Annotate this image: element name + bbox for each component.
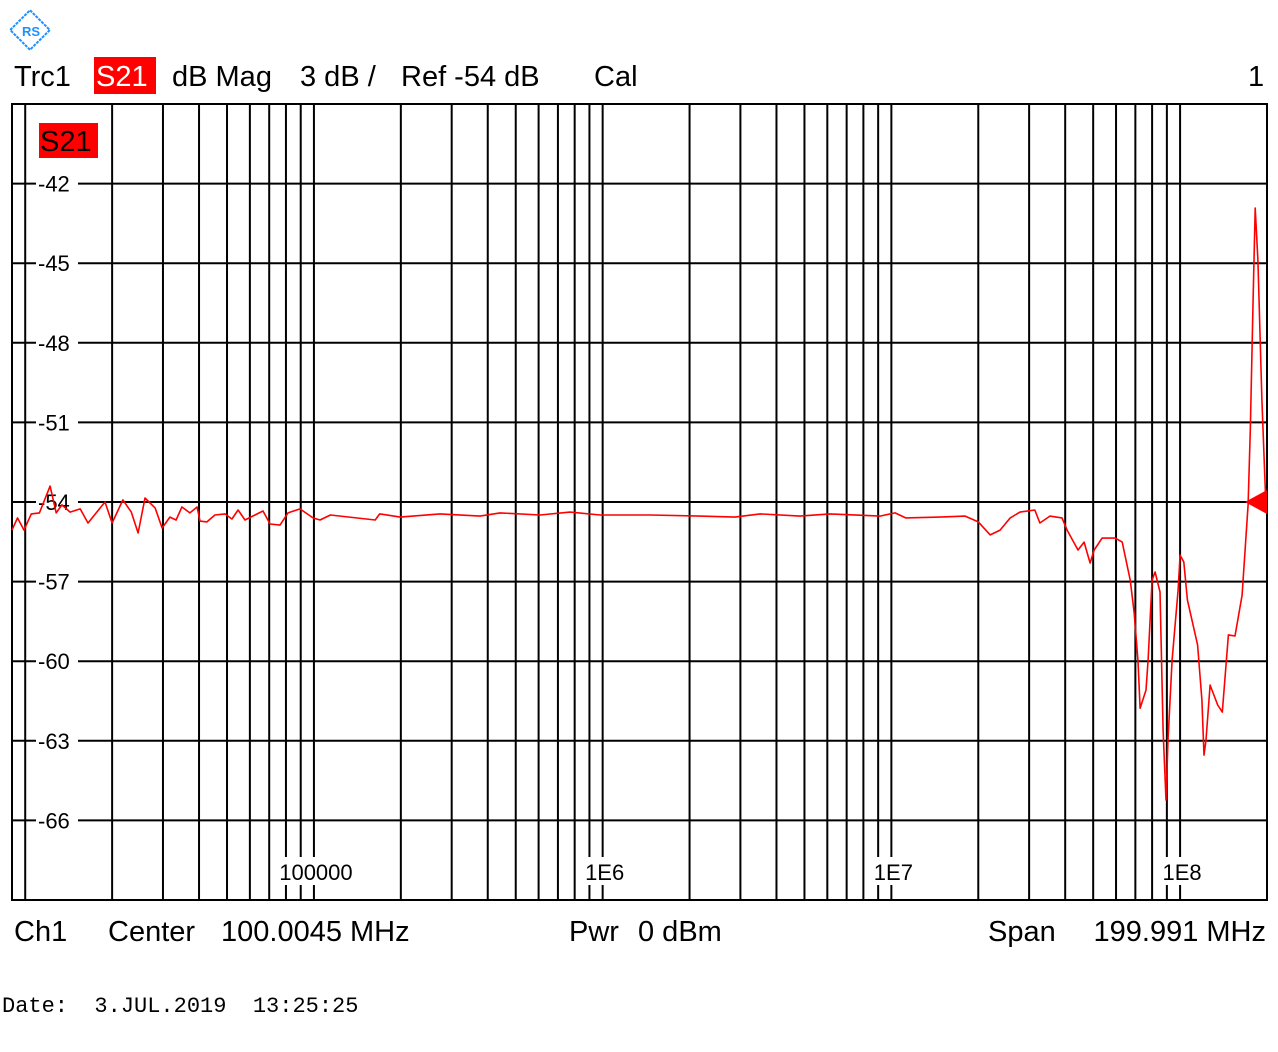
center-label: Center [108,916,195,948]
y-tick-label: -42 [38,172,70,197]
svg-text:RS: RS [22,24,40,39]
ref-label[interactable]: Ref -54 dB [401,61,540,93]
param-badge [94,57,156,94]
window-number: 1 [1248,61,1264,93]
scale-label[interactable]: 3 dB / [300,61,377,93]
power-label: Pwr [569,916,619,948]
s21-trace-line [11,207,1267,801]
y-tick-label: -45 [38,251,70,276]
span-value[interactable]: 199.991 MHz [1094,916,1267,948]
power-value[interactable]: 0 dBm [638,916,722,948]
y-tick-label: -66 [38,808,70,833]
trace-badge-label: S21 [40,126,92,158]
x-tick-label: 1E7 [874,860,913,885]
param-label[interactable]: S21 [96,61,148,93]
format-label[interactable]: dB Mag [172,61,272,93]
x-tick-label: 1E6 [585,860,624,885]
reference-level-marker[interactable] [1245,490,1267,514]
grid [12,104,1267,900]
span-label: Span [988,916,1056,948]
y-tick-label: -57 [38,570,70,595]
channel-label: Ch1 [14,916,67,948]
trace-name: Trc1 [14,61,71,93]
y-tick-label: -60 [38,649,70,674]
trace-badge [39,123,98,158]
date-line: Date: 3.JUL.2019 13:25:25 [2,994,358,1019]
y-tick-label: -51 [38,410,70,435]
center-value[interactable]: 100.0045 MHz [221,916,410,948]
cal-label: Cal [594,61,638,93]
rohde-schwarz-logo: RS [8,8,52,52]
x-tick-label: 1E8 [1163,860,1202,885]
x-tick-label: 100000 [279,860,352,885]
y-tick-label: -48 [38,331,70,356]
y-tick-label: -63 [38,729,70,754]
